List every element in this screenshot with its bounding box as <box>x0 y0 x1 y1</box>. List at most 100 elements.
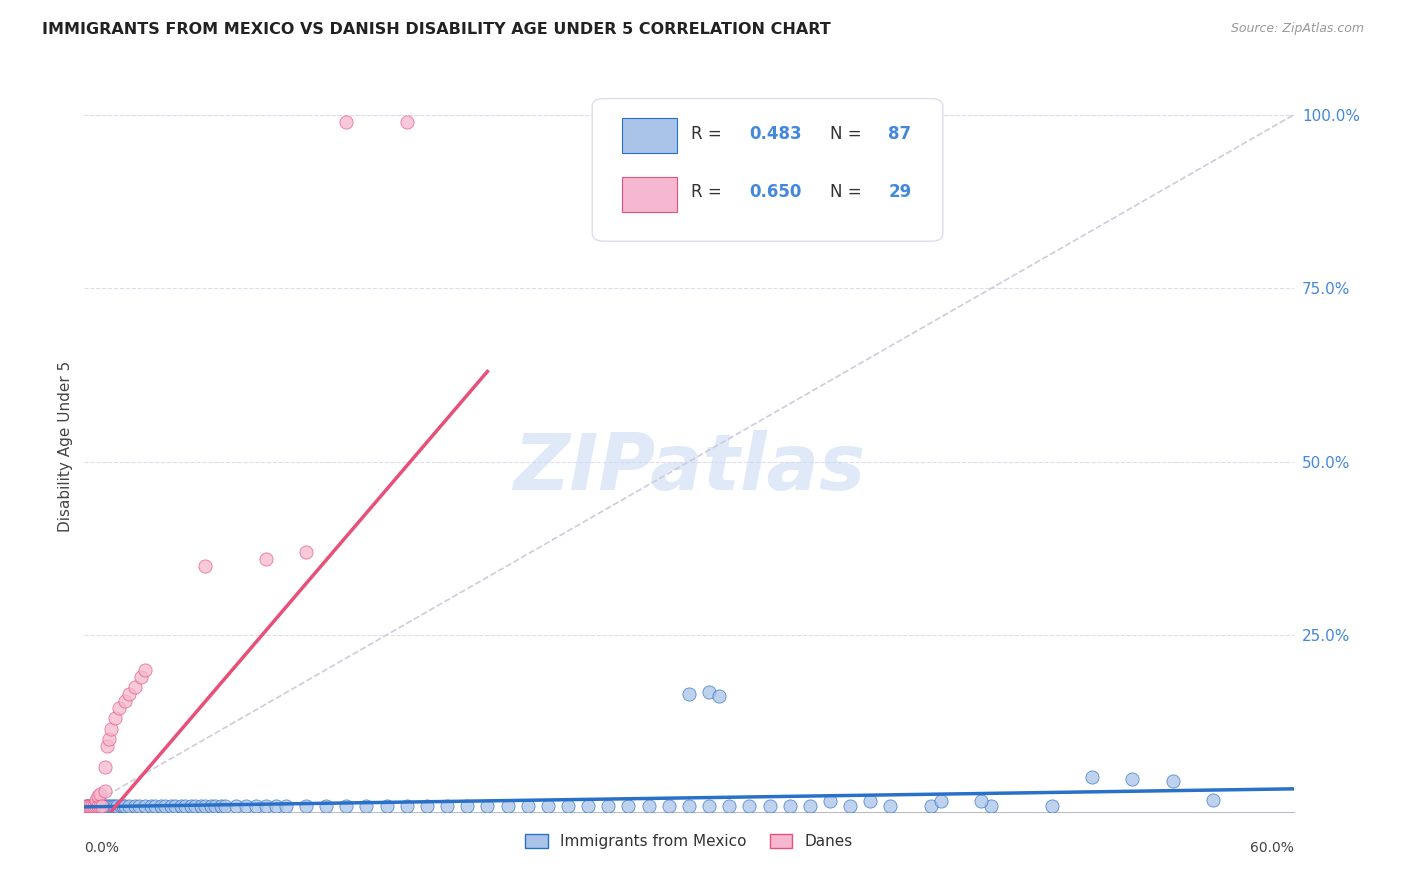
Text: IMMIGRANTS FROM MEXICO VS DANISH DISABILITY AGE UNDER 5 CORRELATION CHART: IMMIGRANTS FROM MEXICO VS DANISH DISABIL… <box>42 22 831 37</box>
Point <box>1040 799 1063 814</box>
Text: N =: N = <box>831 183 868 202</box>
Point <box>537 799 560 814</box>
Point <box>335 799 357 814</box>
Point <box>477 799 499 814</box>
Point <box>859 794 882 808</box>
Point <box>516 799 538 814</box>
Point <box>104 711 127 725</box>
Point <box>617 799 640 814</box>
Point <box>107 700 129 714</box>
Point <box>1081 770 1104 784</box>
Point <box>264 799 287 814</box>
Text: ZIPatlas: ZIPatlas <box>513 430 865 506</box>
Point <box>839 799 862 814</box>
Point <box>818 794 841 808</box>
Point <box>82 799 104 814</box>
Point <box>709 689 731 703</box>
Point <box>204 799 226 814</box>
Point <box>93 784 115 798</box>
Point <box>375 799 398 814</box>
Point <box>295 545 318 559</box>
FancyBboxPatch shape <box>592 99 943 241</box>
Point <box>87 789 110 803</box>
Point <box>194 558 217 573</box>
Point <box>79 799 101 814</box>
Point <box>114 799 136 814</box>
Point <box>93 759 115 773</box>
Point <box>170 799 193 814</box>
Point <box>920 799 942 814</box>
Point <box>180 799 202 814</box>
Text: 29: 29 <box>889 183 911 202</box>
Point <box>89 788 111 802</box>
Point <box>97 731 120 746</box>
Point <box>124 799 146 814</box>
Point <box>184 799 207 814</box>
Point <box>75 799 97 814</box>
Point <box>1161 773 1184 788</box>
Point <box>637 799 659 814</box>
Y-axis label: Disability Age Under 5: Disability Age Under 5 <box>58 360 73 532</box>
Point <box>139 799 162 814</box>
Point <box>118 799 141 814</box>
Point <box>214 799 236 814</box>
Point <box>718 799 741 814</box>
Point <box>436 799 458 814</box>
Point <box>245 799 267 814</box>
Point <box>104 799 127 814</box>
Point <box>129 669 152 683</box>
Point <box>100 722 122 736</box>
Point <box>980 799 1002 814</box>
Point <box>209 799 232 814</box>
Point <box>91 799 114 814</box>
Point <box>799 799 821 814</box>
Point <box>87 799 110 814</box>
Point <box>86 799 108 814</box>
Point <box>929 794 952 808</box>
Point <box>87 799 110 814</box>
Legend: Immigrants from Mexico, Danes: Immigrants from Mexico, Danes <box>519 828 859 855</box>
Point <box>160 799 183 814</box>
Point <box>416 799 439 814</box>
Point <box>758 799 780 814</box>
Point <box>295 799 318 814</box>
Point <box>83 799 105 814</box>
Point <box>678 687 700 701</box>
Point <box>174 799 197 814</box>
Point <box>91 799 114 814</box>
Text: 0.0%: 0.0% <box>84 841 120 855</box>
Point <box>101 799 124 814</box>
Point <box>93 799 115 814</box>
Text: 87: 87 <box>889 125 911 143</box>
Point <box>114 694 136 708</box>
Point <box>274 799 297 814</box>
Point <box>143 799 166 814</box>
Point <box>697 685 720 699</box>
Point <box>105 799 128 814</box>
Point <box>658 799 681 814</box>
Bar <box>623 119 676 153</box>
Point <box>496 799 519 814</box>
Point <box>254 551 277 566</box>
Point <box>678 799 700 814</box>
Point <box>110 799 132 814</box>
Bar <box>623 177 676 212</box>
Text: 60.0%: 60.0% <box>1250 841 1294 855</box>
Point <box>225 799 247 814</box>
Point <box>97 799 120 814</box>
Text: N =: N = <box>831 125 868 143</box>
Point <box>86 793 108 807</box>
Point <box>315 799 337 814</box>
Point <box>124 680 146 694</box>
Point <box>235 799 257 814</box>
Point <box>77 799 100 814</box>
Point <box>128 799 150 814</box>
Point <box>456 799 478 814</box>
Text: R =: R = <box>692 183 727 202</box>
Point <box>82 799 104 814</box>
Point <box>75 799 97 814</box>
Point <box>557 799 579 814</box>
Point <box>879 799 901 814</box>
Point <box>153 799 176 814</box>
Point <box>134 663 156 677</box>
